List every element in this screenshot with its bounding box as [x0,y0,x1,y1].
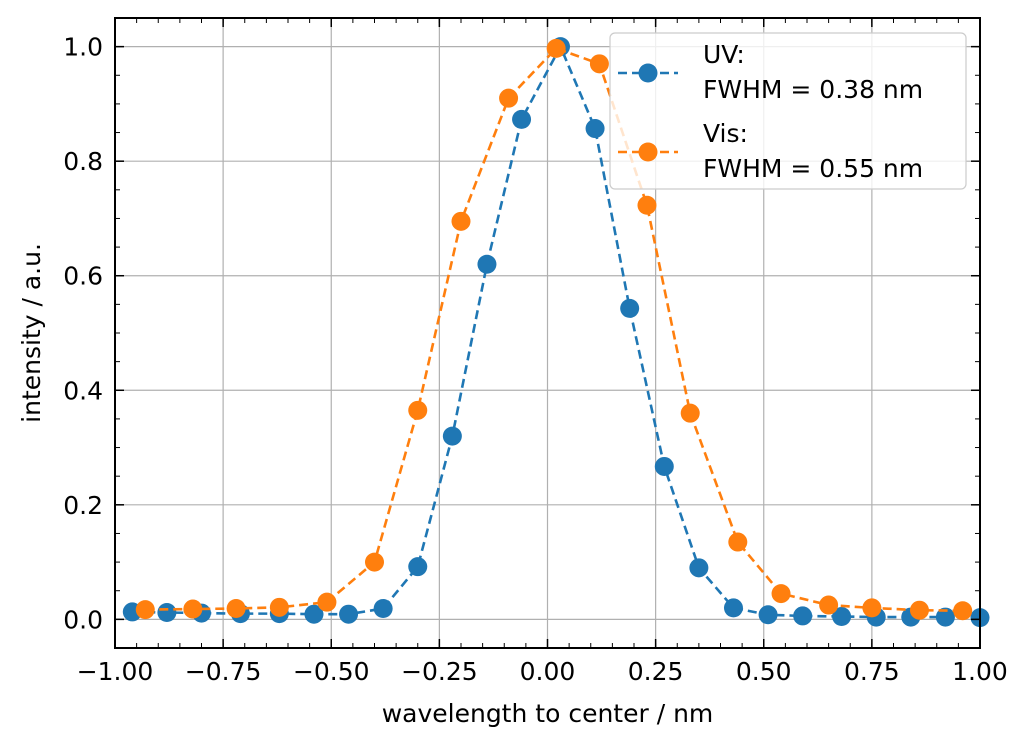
data-point [935,607,955,627]
data-point [680,403,700,423]
x-tick-label: 0.25 [628,657,684,686]
x-tick-label: 0.75 [844,657,900,686]
data-point [408,400,428,420]
data-point [689,558,709,578]
data-point [226,598,246,618]
legend-marker [638,142,658,162]
y-axis-label: intensity / a.u. [17,243,46,423]
data-point [135,600,155,620]
x-tick-label: −0.25 [401,657,478,686]
x-tick-label: 0.00 [520,657,576,686]
legend-box [609,32,967,190]
x-tick-label: −0.75 [185,657,262,686]
data-point [589,54,609,74]
y-tick-label: 0.2 [63,491,103,520]
data-point [793,606,813,626]
data-point [620,298,640,318]
y-tick-label: 0.6 [63,262,103,291]
data-point [819,595,839,615]
data-point [758,605,778,625]
data-point [728,532,748,552]
data-point [832,607,852,626]
x-tick-label: 0.50 [736,657,792,686]
data-point [304,604,324,624]
data-point [585,119,605,139]
data-point [373,598,393,618]
y-tick-label: 0.4 [63,376,103,405]
data-point [365,552,384,572]
data-point [637,195,657,215]
legend-series-name: UV: [703,40,745,69]
data-point [723,598,743,618]
x-tick-label: −1.00 [77,657,154,686]
data-point [499,88,519,108]
data-point [451,211,471,231]
legend-series-annotation: FWHM = 0.38 nm [703,75,923,104]
series-vis [135,38,973,621]
data-point [546,38,566,58]
data-point [339,604,359,624]
data-point [771,584,791,604]
x-axis-label: wavelength to center / nm [382,699,714,728]
data-point [909,600,929,620]
y-tick-label: 0.0 [63,605,103,634]
y-tick-label: 0.8 [63,147,103,176]
legend-series-annotation: FWHM = 0.55 nm [703,154,923,183]
axis-ticks: −1.00 −0.75 −0.50 −0.25 0.00 0.25 0.50 0.75 1.00… [63,18,1008,686]
data-point [157,602,177,622]
data-point [183,599,203,619]
data-point [654,456,674,476]
data-point [477,254,497,274]
data-point [317,592,337,612]
data-point [442,426,462,446]
data-point [953,601,973,621]
x-tick-label: 1.00 [952,657,1008,686]
legend-marker [638,63,658,83]
legend-series-name: Vis: [703,119,748,148]
data-point [408,557,428,577]
x-tick-label: −0.50 [293,657,370,686]
data-point [512,109,532,129]
series-layer [122,37,990,628]
legend: UV: FWHM = 0.38 nm Vis: FWHM = 0.55 nm [609,32,967,190]
data-point [862,598,882,618]
data-point [269,597,289,617]
y-tick-label: 1.0 [63,33,103,62]
